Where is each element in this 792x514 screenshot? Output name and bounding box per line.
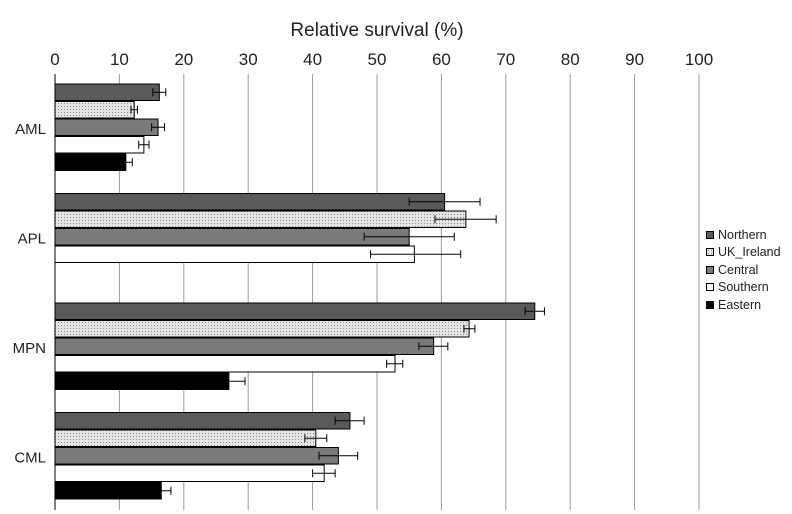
category-label: APL — [18, 230, 46, 247]
x-tick-label: 100 — [685, 50, 713, 69]
legend-item: Central — [706, 261, 781, 279]
legend-swatch — [706, 300, 714, 309]
error-bar — [363, 232, 455, 241]
legend-swatch — [706, 248, 714, 257]
error-bar — [434, 215, 497, 224]
error-bar — [524, 307, 545, 316]
error-bar — [138, 140, 150, 149]
legend-label: Eastern — [718, 297, 762, 312]
error-bar — [304, 434, 328, 443]
x-axis-title: Relative survival (%) — [290, 20, 463, 41]
legend-item: Southern — [706, 279, 781, 297]
x-tick-labels: 0 10 20 30 40 50 60 70 80 90 100 — [50, 50, 713, 69]
x-tick-label: 40 — [303, 50, 322, 69]
error-bar — [418, 342, 449, 351]
category-labels: AML APL MPN CML — [13, 121, 46, 467]
bar-northern-apl — [54, 193, 446, 211]
error-bar — [151, 123, 165, 132]
x-tick-label: 20 — [174, 50, 193, 69]
x-tick-label: 10 — [110, 50, 129, 69]
legend-label: Southern — [718, 280, 769, 295]
legend-item: UK_Ireland — [706, 244, 781, 262]
x-tick-label: 70 — [496, 50, 515, 69]
error-bar — [130, 105, 138, 114]
legend-item: Eastern — [706, 296, 781, 314]
legend-label: Northern — [718, 227, 767, 242]
legend: Northern UK_Ireland Central Southern Eastern — [706, 226, 781, 314]
error-bar — [152, 88, 167, 97]
legend-label: UK_Ireland — [718, 245, 781, 260]
error-bar — [386, 359, 404, 368]
bar-eastern-cml — [54, 482, 162, 500]
legend-swatch — [706, 230, 714, 239]
error-bar — [118, 158, 133, 167]
category-label: MPN — [13, 340, 46, 357]
error-bar — [408, 197, 481, 206]
error-bar — [370, 250, 462, 259]
bar-uk-ireland-cml — [54, 429, 317, 447]
error-bar — [312, 469, 336, 478]
x-tick-label: 90 — [625, 50, 644, 69]
bar-southern-cml — [54, 464, 325, 482]
bar-central-aml — [54, 118, 159, 136]
error-bars — [118, 88, 545, 495]
bar-uk-ireland-aml — [54, 101, 135, 119]
bar-uk-ireland-apl — [54, 210, 467, 228]
bar-southern-mpn — [54, 355, 396, 373]
bar-central-cml — [54, 447, 339, 465]
legend-item: Northern — [706, 226, 781, 244]
bar-southern-apl — [54, 245, 415, 263]
bar-central-apl — [54, 228, 410, 246]
bar-northern-cml — [54, 412, 351, 430]
bar-uk-ireland-mpn — [54, 320, 470, 338]
x-tick-label: 50 — [368, 50, 387, 69]
x-tick-label: 80 — [561, 50, 580, 69]
bar-northern-aml — [54, 83, 160, 101]
bar-northern-mpn — [54, 302, 536, 320]
legend-swatch — [706, 283, 714, 292]
error-bar — [318, 451, 359, 460]
error-bar — [212, 377, 246, 386]
bar-southern-aml — [54, 136, 145, 154]
bar-eastern-aml — [54, 153, 127, 171]
x-tick-label: 0 — [50, 50, 59, 69]
category-label: CML — [14, 449, 46, 466]
error-bar — [334, 416, 365, 425]
error-bar — [463, 324, 476, 333]
bars — [54, 83, 536, 500]
x-tick-label: 30 — [239, 50, 258, 69]
category-label: AML — [15, 121, 46, 138]
error-bar — [151, 486, 172, 495]
bar-central-mpn — [54, 337, 435, 355]
bar-eastern-mpn — [54, 372, 230, 390]
legend-swatch — [706, 265, 714, 274]
legend-label: Central — [718, 262, 759, 277]
x-tick-label: 60 — [432, 50, 451, 69]
